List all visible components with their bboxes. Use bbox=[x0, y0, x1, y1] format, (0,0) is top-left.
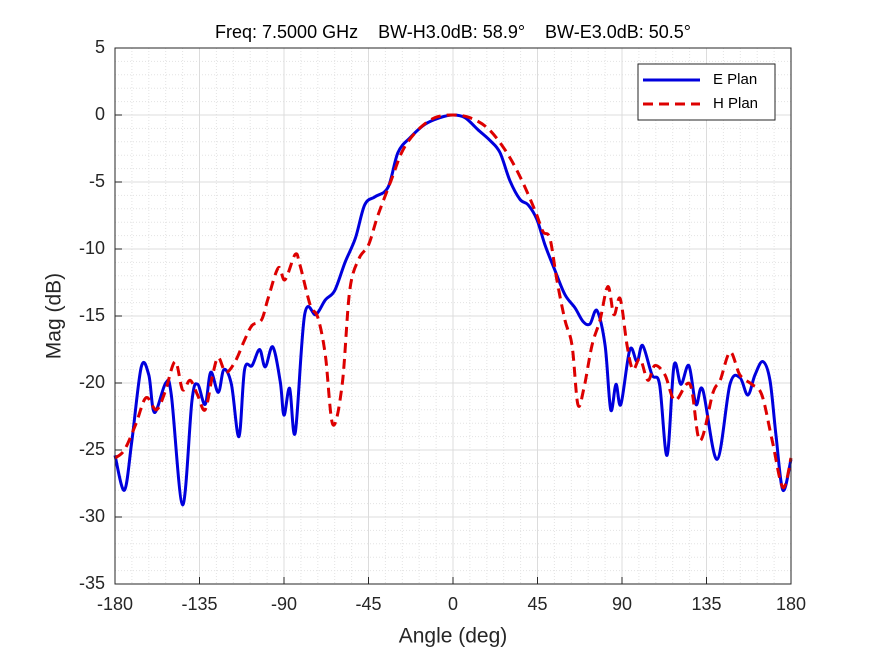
y-tick-label: -5 bbox=[89, 171, 105, 191]
chart-title: Freq: 7.5000 GHz BW-H3.0dB: 58.9° BW-E3.… bbox=[215, 22, 691, 42]
series-line bbox=[114, 113, 793, 490]
x-tick-label: 45 bbox=[527, 594, 547, 614]
legend-box bbox=[637, 63, 776, 121]
y-tick-label: -15 bbox=[79, 305, 105, 325]
x-tick-label: 0 bbox=[448, 594, 458, 614]
axes: -180 -135 -90 -45 0 45 90 135 180 -35 -30 -25 -20 -15… bbox=[79, 37, 806, 614]
x-tick-label: -90 bbox=[271, 594, 297, 614]
y-tick-label: -10 bbox=[79, 238, 105, 258]
legend-label: H Plan bbox=[713, 95, 758, 112]
x-tick-label: -180 bbox=[97, 594, 133, 614]
y-axis-label: Mag (dB) bbox=[43, 273, 66, 359]
y-tick-label: 0 bbox=[95, 104, 105, 124]
x-tick-label: 180 bbox=[776, 594, 806, 614]
y-tick-label: -25 bbox=[79, 439, 105, 459]
x-tick-label: 135 bbox=[691, 594, 721, 614]
legend: E Plan H Plan bbox=[637, 63, 776, 121]
y-tick-label: -30 bbox=[79, 506, 105, 526]
x-axis-label: Angle (deg) bbox=[399, 625, 508, 648]
x-tick-label: 90 bbox=[612, 594, 632, 614]
axes-box bbox=[114, 47, 792, 585]
x-tick-label: -135 bbox=[181, 594, 217, 614]
y-tick-label: -35 bbox=[79, 573, 105, 593]
lines bbox=[113, 113, 793, 507]
x-tick-label: -45 bbox=[355, 594, 381, 614]
y-tick-label: 5 bbox=[95, 37, 105, 57]
y-tick-label: -20 bbox=[79, 372, 105, 392]
legend-label: E Plan bbox=[713, 71, 757, 88]
